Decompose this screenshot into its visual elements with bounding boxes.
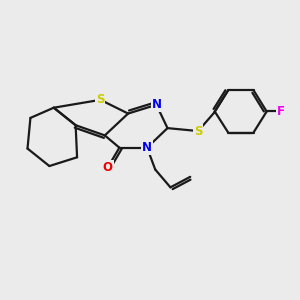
Text: N: N [152,98,161,111]
Text: F: F [277,105,285,118]
Text: S: S [96,93,105,106]
Text: O: O [103,161,113,174]
Text: S: S [194,124,203,137]
Text: N: N [142,141,152,154]
